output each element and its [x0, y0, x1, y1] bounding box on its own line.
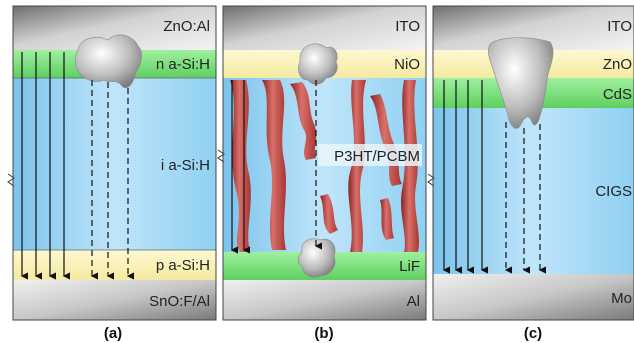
light-rays-dashed [90, 80, 134, 280]
al-layer [223, 280, 426, 320]
al-label: Al [407, 293, 420, 310]
defect-spike-icon [488, 37, 554, 129]
nio-label: NiO [394, 56, 420, 73]
caption-b: (b) [314, 325, 333, 342]
panel-a: ZnO:Al n a-Si:H i a-Si:H p a-Si:H SnO:F/… [7, 5, 217, 342]
p3ht-pcbm-label: P3HT/PCBM [334, 148, 420, 165]
p-a-si-label: p a-Si:H [156, 257, 210, 274]
break-mark-icon-b [217, 149, 225, 163]
light-rays-solid-c [442, 80, 488, 274]
caption-a: (a) [104, 325, 122, 342]
caption-c: (c) [524, 325, 542, 342]
p-a-si-layer [13, 250, 216, 280]
mo-label: Mo [611, 290, 632, 307]
cds-label: CdS [603, 86, 632, 103]
ito-label-b: ITO [395, 18, 420, 35]
defect-top-icon [298, 43, 338, 85]
defect-bottom-icon [297, 238, 336, 278]
mo-layer [433, 274, 634, 320]
n-a-si-label: n a-Si:H [156, 56, 210, 73]
lif-label: LiF [399, 258, 420, 275]
sno-f-al-label: SnO:F/Al [149, 293, 210, 310]
cigs-label: CIGS [595, 183, 632, 200]
zno-label: ZnO [603, 56, 632, 73]
panel-c: ITO ZnO CdS CIGS Mo (c) [427, 5, 634, 342]
light-rays-dashed-c [504, 122, 546, 274]
zno-al-label: ZnO:Al [163, 18, 210, 35]
light-rays-solid-b [230, 80, 250, 254]
ito-label-c: ITO [607, 18, 632, 35]
break-mark-icon-c [427, 173, 435, 187]
panel-b: ITO NiO P3HT/PCBM LiF Al (b) [217, 5, 427, 342]
i-a-si-layer [13, 78, 216, 250]
i-a-si-label: i a-Si:H [161, 157, 210, 174]
ito-layer-b [223, 6, 426, 50]
sno-f-al-layer [13, 280, 216, 320]
light-rays-solid [20, 52, 70, 280]
cigs-layer [433, 108, 634, 274]
break-mark-icon [7, 173, 15, 187]
defect-blob-icon [74, 34, 142, 89]
